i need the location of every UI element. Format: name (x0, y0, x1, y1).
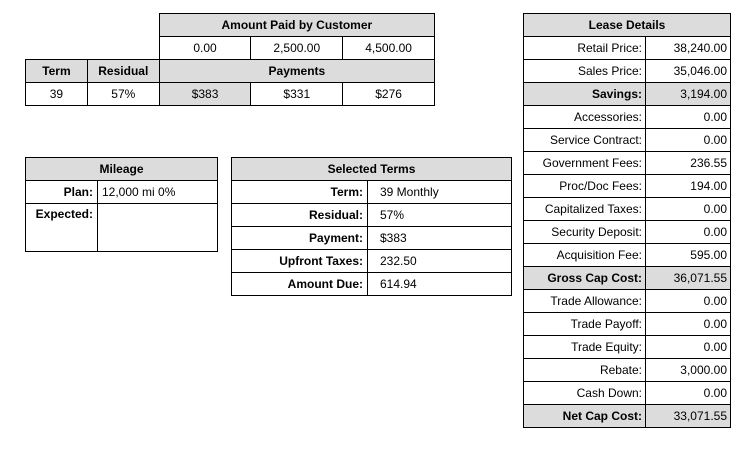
capitalized-taxes-label: Capitalized Taxes: (523, 197, 646, 221)
table-row: Upfront Taxes: 232.50 (231, 249, 512, 273)
government-fees-value: 236.55 (645, 151, 731, 175)
table-row: Trade Equity: 0.00 (523, 335, 731, 359)
payment-cell[interactable]: $331 (250, 82, 344, 106)
table-row: Gross Cap Cost: 36,071.55 (523, 266, 731, 290)
upfront-taxes-value: 232.50 (367, 249, 512, 273)
sales-price-label: Sales Price: (523, 59, 646, 83)
trade-equity-value: 0.00 (645, 335, 731, 359)
table-row: Sales Price: 35,046.00 (523, 59, 731, 83)
retail-price-label: Retail Price: (523, 36, 646, 60)
service-contract-label: Service Contract: (523, 128, 646, 152)
table-row: Amount Due: 614.94 (231, 272, 512, 296)
amount-due-value: 614.94 (367, 272, 512, 296)
cash-down-value: 0.00 (645, 381, 731, 405)
selected-terms-title: Selected Terms (231, 157, 512, 181)
table-row: Capitalized Taxes: 0.00 (523, 197, 731, 221)
empty-corner (26, 14, 160, 37)
trade-payoff-label: Trade Payoff: (523, 312, 646, 336)
government-fees-label: Government Fees: (523, 151, 646, 175)
security-deposit-label: Security Deposit: (523, 220, 646, 244)
term-value: 39 Monthly (367, 180, 512, 204)
residual-cell: 57% (86, 82, 160, 106)
rebate-label: Rebate: (523, 358, 646, 382)
gross-cap-cost-value: 36,071.55 (645, 266, 731, 290)
table-row: Acquisition Fee: 595.00 (523, 243, 731, 267)
trade-equity-label: Trade Equity: (523, 335, 646, 359)
net-cap-cost-label: Net Cap Cost: (523, 404, 646, 428)
capitalized-taxes-value: 0.00 (645, 197, 731, 221)
selected-terms-table: Selected Terms Term: 39 Monthly Residual… (231, 157, 512, 296)
cash-down-label: Cash Down: (523, 381, 646, 405)
table-row: Accessories: 0.00 (523, 105, 731, 129)
table-row: 39 57% $383 $331 $276 (25, 82, 435, 106)
lease-details-title: Lease Details (523, 13, 731, 37)
payment-label: Payment: (231, 226, 368, 250)
table-row: Trade Payoff: 0.00 (523, 312, 731, 336)
amount-due-label: Amount Due: (231, 272, 368, 296)
term-cell: 39 (25, 82, 88, 106)
retail-price-value: 38,240.00 (645, 36, 731, 60)
acquisition-fee-label: Acquisition Fee: (523, 243, 646, 267)
residual-label: Residual: (231, 203, 368, 227)
table-row: Trade Allowance: 0.00 (523, 289, 731, 313)
proc-doc-fees-label: Proc/Doc Fees: (523, 174, 646, 198)
savings-label: Savings: (523, 82, 646, 106)
expected-label: Expected: (25, 203, 98, 252)
amount-paid-header: Amount Paid by Customer (158, 13, 436, 37)
trade-allowance-value: 0.00 (645, 289, 731, 313)
proc-doc-fees-value: 194.00 (645, 174, 731, 198)
residual-value: 57% (367, 203, 512, 227)
payments-table: Amount Paid by Customer 0.00 2,500.00 4,… (25, 13, 436, 106)
table-row: Savings: 3,194.00 (523, 82, 731, 106)
term-label: Term: (231, 180, 368, 204)
table-row: Residual: 57% (231, 203, 512, 227)
payment-value: $383 (367, 226, 512, 250)
table-row: Government Fees: 236.55 (523, 151, 731, 175)
trade-allowance-label: Trade Allowance: (523, 289, 646, 313)
payment-cell-selected[interactable]: $383 (158, 82, 252, 106)
table-row: Cash Down: 0.00 (523, 381, 731, 405)
service-contract-value: 0.00 (645, 128, 731, 152)
mileage-title: Mileage (25, 157, 218, 181)
table-row: Retail Price: 38,240.00 (523, 36, 731, 60)
mileage-table: Mileage Plan: 12,000 mi 0% Expected: (25, 157, 218, 252)
accessories-label: Accessories: (523, 105, 646, 129)
security-deposit-value: 0.00 (645, 220, 731, 244)
payment-cell[interactable]: $276 (342, 82, 435, 106)
residual-header: Residual (86, 59, 160, 83)
amount-option-2[interactable]: 4,500.00 (342, 36, 435, 60)
table-row: Rebate: 3,000.00 (523, 358, 731, 382)
plan-value[interactable]: 12,000 mi 0% (97, 180, 218, 204)
table-row: Term: 39 Monthly (231, 180, 512, 204)
sales-price-value: 35,046.00 (645, 59, 731, 83)
trade-payoff-value: 0.00 (645, 312, 731, 336)
expected-value[interactable] (97, 203, 218, 252)
acquisition-fee-value: 595.00 (645, 243, 731, 267)
table-row: Payment: $383 (231, 226, 512, 250)
savings-value: 3,194.00 (645, 82, 731, 106)
plan-label: Plan: (25, 180, 98, 204)
upfront-taxes-label: Upfront Taxes: (231, 249, 368, 273)
table-row: Net Cap Cost: 33,071.55 (523, 404, 731, 428)
payments-header: Payments (158, 59, 436, 83)
table-row: Security Deposit: 0.00 (523, 220, 731, 244)
net-cap-cost-value: 33,071.55 (645, 404, 731, 428)
table-row: Service Contract: 0.00 (523, 128, 731, 152)
table-row: Proc/Doc Fees: 194.00 (523, 174, 731, 198)
lease-details-table: Lease Details Retail Price: 38,240.00 Sal… (523, 13, 731, 428)
accessories-value: 0.00 (645, 105, 731, 129)
gross-cap-cost-label: Gross Cap Cost: (523, 266, 646, 290)
amount-option-1[interactable]: 2,500.00 (250, 36, 344, 60)
term-header: Term (25, 59, 88, 83)
empty-corner (26, 37, 160, 60)
rebate-value: 3,000.00 (645, 358, 731, 382)
amount-option-0[interactable]: 0.00 (158, 36, 252, 60)
